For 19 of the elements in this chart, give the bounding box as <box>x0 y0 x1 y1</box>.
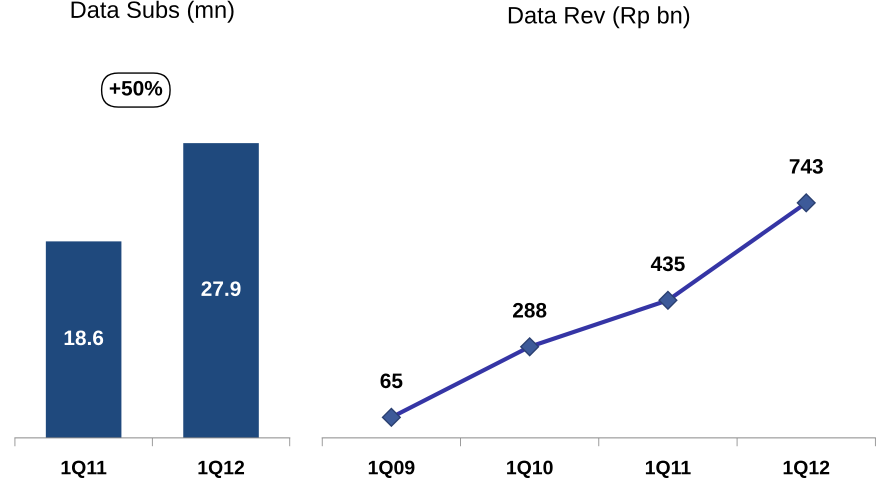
x-tick-label: 1Q11 <box>62 460 106 478</box>
point <box>658 290 678 310</box>
data-label: 27.9 <box>201 281 241 296</box>
x-tick-label: 1Q09 <box>368 460 414 478</box>
point <box>796 193 816 212</box>
x-tick-label: 1Q12 <box>198 460 244 478</box>
data-label: 288 <box>513 302 546 318</box>
x-tick-label: 1Q10 <box>507 460 553 478</box>
point <box>382 408 401 427</box>
data-label: 18.6 <box>64 330 104 346</box>
x-tick-label: 1Q11 <box>646 460 691 478</box>
point <box>520 337 540 356</box>
data-label: 743 <box>790 158 823 174</box>
x-tick-label: 1Q12 <box>784 460 830 478</box>
chart-title: Data Rev (Rp bn) <box>508 6 690 28</box>
data-label: 435 <box>650 256 685 272</box>
chart-title: Data Subs (mn) <box>72 0 234 23</box>
text: +50% <box>110 80 162 96</box>
data-label: 65 <box>380 373 402 388</box>
